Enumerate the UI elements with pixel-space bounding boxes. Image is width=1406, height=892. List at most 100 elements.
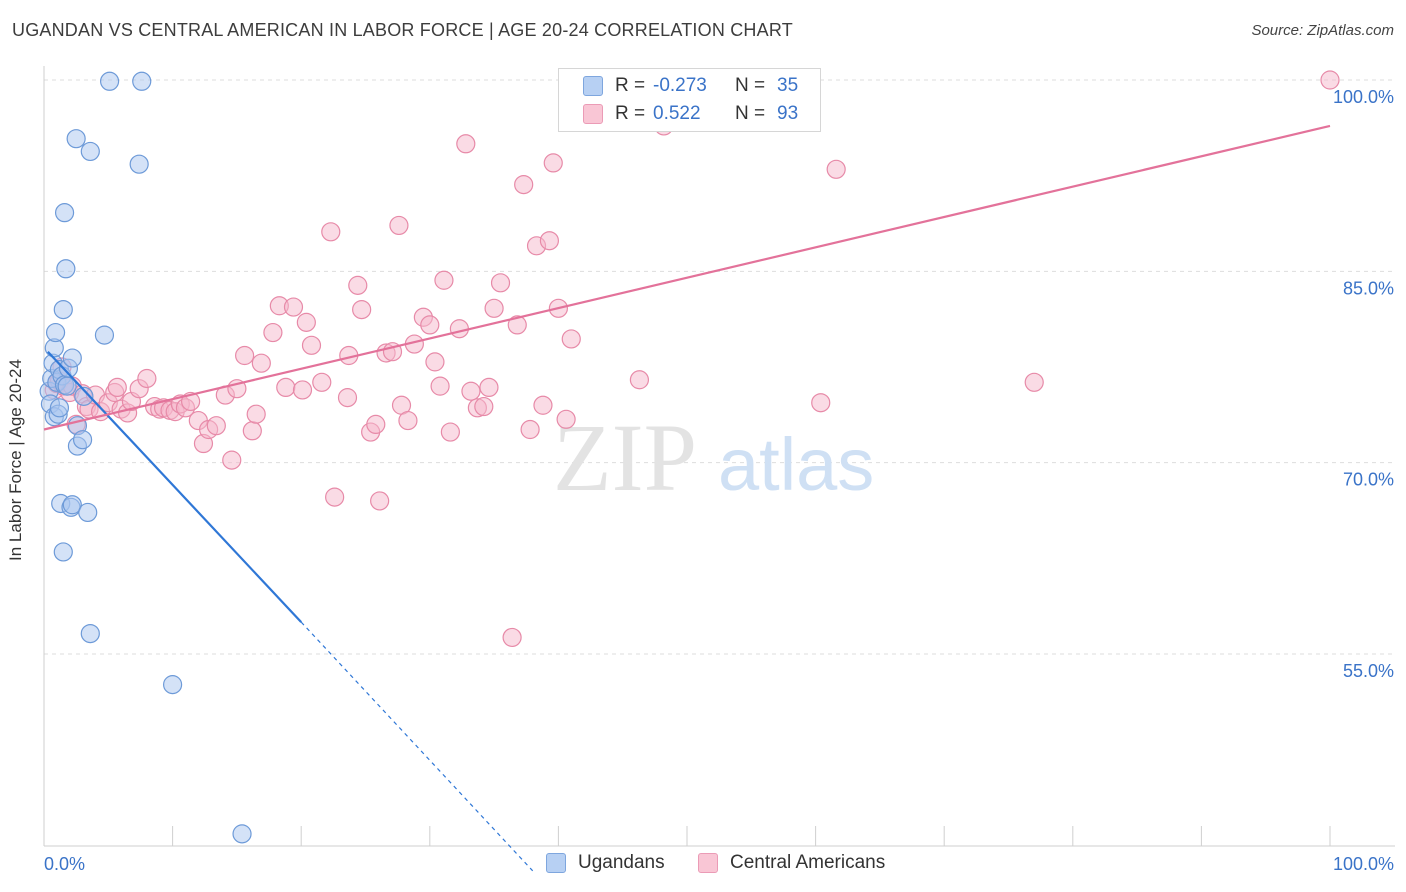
central-american-point xyxy=(366,414,386,434)
legend-n-value: 93 xyxy=(777,103,799,124)
central-american-point xyxy=(434,270,454,290)
ugandan-point xyxy=(56,259,76,279)
central-american-point xyxy=(502,627,522,648)
central-american-point xyxy=(263,322,283,343)
central-americans-trend-line xyxy=(43,124,1331,431)
ugandan-point xyxy=(53,542,73,562)
y-axis-label: In Labor Force | Age 20-24 xyxy=(6,359,25,561)
legend-row-central-americans: R = 0.522 N = 93 xyxy=(583,102,798,126)
central-american-point xyxy=(348,275,368,295)
ugandan-point xyxy=(80,141,100,162)
watermark-zip: ZIP xyxy=(553,404,697,511)
watermark: ZIP atlas xyxy=(553,404,874,511)
central-american-point xyxy=(440,422,460,442)
central-american-point xyxy=(561,329,581,349)
central-american-point xyxy=(206,416,226,436)
central-american-point xyxy=(507,315,527,335)
central-americans-label: Central Americans xyxy=(730,852,886,873)
y-tick-label: 85.0% xyxy=(1343,278,1394,298)
bottom-legend-ugandans: Ugandans xyxy=(546,852,665,874)
ugandan-point xyxy=(53,300,73,320)
central-american-point xyxy=(251,353,271,373)
chart-title: UGANDAN VS CENTRAL AMERICAN IN LABOR FOR… xyxy=(12,20,793,40)
central-american-point xyxy=(514,174,534,195)
legend-n-label: N = xyxy=(735,103,766,124)
central-americans-points xyxy=(44,70,1340,648)
legend-r-value: -0.273 xyxy=(653,75,707,96)
axes xyxy=(43,66,1395,847)
ugandan-point xyxy=(74,386,94,406)
watermark-atlas: atlas xyxy=(718,423,874,506)
central-american-point xyxy=(490,273,511,293)
bottom-legend-central-americans: Central Americans xyxy=(698,852,885,874)
ugandan-point xyxy=(232,824,252,844)
central-american-point xyxy=(461,381,481,401)
central-american-point xyxy=(292,380,313,400)
ugandan-point xyxy=(66,129,86,149)
ugandan-point xyxy=(163,675,183,695)
tick-labels: 100.0% 85.0% 70.0% 55.0% 0.0% 100.0% xyxy=(44,87,1394,874)
central-american-point xyxy=(398,410,418,431)
central-american-point xyxy=(420,315,440,335)
central-american-point xyxy=(1320,70,1340,90)
central-american-point xyxy=(556,409,576,429)
legend-swatch-blue xyxy=(583,76,603,96)
central-american-point xyxy=(246,404,266,424)
ugandan-point xyxy=(62,495,82,515)
central-american-point xyxy=(826,159,846,179)
central-american-point xyxy=(811,393,831,413)
legend-r-label: R = xyxy=(615,103,646,124)
legend-n-label: N = xyxy=(735,75,766,96)
ugandans-trend-line xyxy=(47,350,303,623)
central-american-point xyxy=(325,487,345,507)
ugandans-swatch xyxy=(546,853,566,873)
ugandan-point xyxy=(80,623,100,644)
central-american-point xyxy=(449,319,469,339)
ugandan-point xyxy=(129,154,149,174)
ugandan-point xyxy=(132,71,152,91)
ugandan-point xyxy=(49,398,70,418)
ugandans-points xyxy=(39,71,252,844)
legend-swatch-pink xyxy=(583,104,603,124)
central-american-point xyxy=(539,231,559,251)
central-american-point xyxy=(425,352,445,372)
gridlines xyxy=(44,79,1395,655)
legend-n-value: 35 xyxy=(777,75,799,96)
ugandan-point xyxy=(99,71,120,91)
central-american-point xyxy=(456,134,476,154)
central-american-point xyxy=(533,395,553,415)
central-american-point xyxy=(301,335,322,355)
central-american-point xyxy=(222,450,242,470)
y-tick-label: 100.0% xyxy=(1333,87,1394,107)
y-tick-label: 70.0% xyxy=(1343,470,1394,490)
legend-row-ugandans: R = -0.273 N = 35 xyxy=(583,74,798,98)
central-american-point xyxy=(337,388,358,408)
central-american-point xyxy=(283,297,304,317)
source-label: Source: ZipAtlas.com xyxy=(1251,22,1394,39)
central-american-point xyxy=(312,372,332,392)
central-american-point xyxy=(389,215,409,236)
central-american-point xyxy=(352,300,372,320)
central-american-point xyxy=(107,377,127,398)
central-american-point xyxy=(235,345,255,366)
central-american-point xyxy=(296,312,316,332)
ugandan-point xyxy=(78,502,98,523)
trend-lines xyxy=(43,124,1331,872)
ugandan-point xyxy=(62,348,82,368)
central-americans-swatch xyxy=(698,853,718,873)
central-american-point xyxy=(242,421,262,441)
ugandan-point xyxy=(45,322,66,343)
central-american-point xyxy=(474,396,494,417)
central-american-point xyxy=(370,491,390,511)
y-tick-label: 55.0% xyxy=(1343,661,1394,681)
central-american-point xyxy=(484,298,504,318)
central-american-point xyxy=(276,377,296,398)
ugandan-point xyxy=(54,203,75,223)
central-american-point xyxy=(543,153,563,173)
ugandans-label: Ugandans xyxy=(578,852,665,873)
central-american-point xyxy=(321,222,341,242)
ugandans-trend-extension xyxy=(300,621,534,872)
legend-r-label: R = xyxy=(615,75,646,96)
ugandan-point xyxy=(94,325,115,345)
